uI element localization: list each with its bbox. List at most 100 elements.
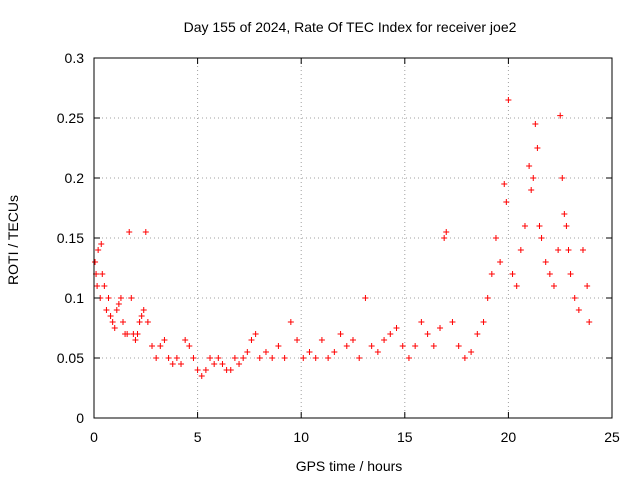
- data-point: [107, 313, 114, 319]
- data-point: [405, 355, 412, 361]
- data-point: [138, 313, 145, 319]
- y-tick-label: 0.1: [65, 290, 85, 306]
- x-tick-label: 25: [604, 429, 620, 445]
- data-point: [236, 361, 243, 367]
- data-point: [536, 223, 543, 229]
- data-point: [497, 259, 504, 265]
- data-point: [153, 355, 160, 361]
- data-point: [399, 343, 406, 349]
- data-point: [140, 307, 147, 313]
- x-tick-label: 20: [501, 429, 517, 445]
- data-point: [115, 301, 122, 307]
- data-point: [488, 271, 495, 277]
- chart-title: Day 155 of 2024, Rate Of TEC Index for r…: [184, 19, 517, 35]
- data-point: [98, 241, 105, 247]
- data-point: [567, 271, 574, 277]
- data-point: [546, 271, 553, 277]
- data-point: [526, 163, 533, 169]
- y-tick-label: 0: [76, 410, 84, 426]
- data-point: [194, 367, 201, 373]
- x-tick-label: 0: [90, 429, 98, 445]
- data-point: [381, 337, 388, 343]
- data-point: [202, 367, 209, 373]
- data-point: [443, 229, 450, 235]
- data-point: [534, 145, 541, 151]
- data-point: [325, 355, 332, 361]
- data-point: [101, 283, 108, 289]
- data-point: [120, 319, 127, 325]
- data-point: [521, 223, 528, 229]
- data-point: [182, 337, 189, 343]
- data-point: [559, 175, 566, 181]
- data-point: [337, 331, 344, 337]
- data-point: [437, 325, 444, 331]
- data-point: [186, 343, 193, 349]
- data-point: [350, 337, 356, 343]
- data-point: [530, 175, 537, 181]
- data-point: [300, 355, 307, 361]
- data-point: [449, 319, 456, 325]
- y-tick-label: 0.15: [57, 230, 84, 246]
- data-point: [455, 343, 462, 349]
- data-point: [219, 361, 226, 367]
- data-point: [248, 337, 255, 343]
- y-tick-label: 0.2: [65, 170, 85, 186]
- data-point: [275, 343, 282, 349]
- data-point: [262, 349, 269, 355]
- data-point: [103, 307, 110, 313]
- data-point: [231, 355, 238, 361]
- data-point: [287, 319, 294, 325]
- data-point: [393, 325, 400, 331]
- data-point: [211, 361, 218, 367]
- data-point: [312, 355, 319, 361]
- data-point: [161, 337, 168, 343]
- data-point: [424, 331, 431, 337]
- data-point: [124, 331, 131, 337]
- data-point: [306, 349, 313, 355]
- y-tick-label: 0.25: [57, 110, 84, 126]
- data-point: [92, 259, 99, 265]
- data-point: [505, 97, 512, 103]
- data-point: [356, 355, 363, 361]
- data-point: [555, 247, 562, 253]
- data-point: [269, 355, 276, 361]
- data-point: [128, 295, 135, 301]
- data-point: [571, 295, 578, 301]
- data-point: [190, 355, 197, 361]
- data-point: [503, 199, 510, 205]
- data-point: [244, 349, 251, 355]
- y-axis-label: ROTI / TECUs: [5, 195, 21, 285]
- data-point: [227, 367, 234, 373]
- tick-labels: 0 5 10 15 20 25 0 0.05 0.1 0.15 0.2 0.25 0.3: [57, 50, 620, 445]
- data-point: [99, 271, 106, 277]
- data-point: [517, 247, 524, 253]
- data-point: [281, 355, 288, 361]
- data-point: [538, 235, 545, 241]
- data-point: [542, 259, 549, 265]
- data-point: [109, 319, 116, 325]
- ticks: [93, 57, 613, 419]
- data-point: [412, 343, 419, 349]
- data-point: [584, 283, 591, 289]
- data-point: [343, 343, 350, 349]
- data-point: [374, 349, 381, 355]
- data-point: [318, 337, 325, 343]
- data-point: [111, 325, 118, 331]
- x-tick-label: 15: [397, 429, 413, 445]
- data-point: [134, 331, 141, 337]
- data-point: [198, 373, 205, 379]
- data-point: [157, 343, 164, 349]
- data-point: [136, 319, 143, 325]
- data-point: [294, 337, 301, 343]
- data-point: [387, 331, 394, 337]
- data-point: [95, 247, 102, 253]
- y-tick-label: 0.05: [57, 350, 84, 366]
- data-point: [575, 307, 582, 313]
- data-point: [240, 355, 247, 361]
- data-point: [557, 112, 564, 119]
- y-tick-label: 0.3: [65, 50, 85, 66]
- data-point: [256, 355, 263, 361]
- data-point: [513, 283, 520, 289]
